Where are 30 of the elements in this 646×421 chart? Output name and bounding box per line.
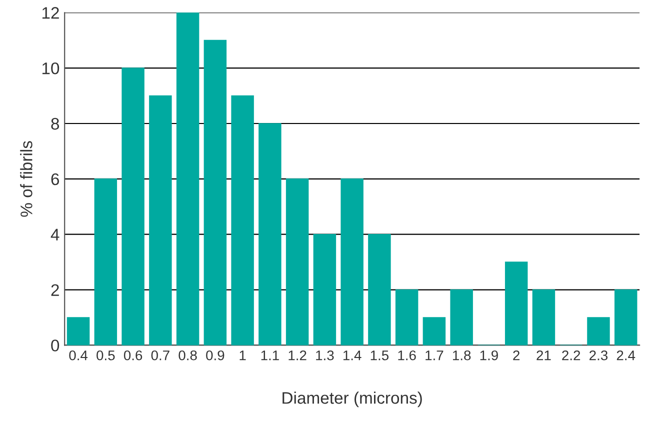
x-tick-label: 2 [513, 350, 520, 360]
y-tick-label: 12 [42, 7, 59, 19]
x-tick-label: 0.7 [151, 350, 170, 360]
x-tick-label: 1 [240, 350, 246, 360]
x-tick-label: 2.4 [616, 350, 636, 360]
x-tick-label: 1.7 [426, 350, 444, 360]
x-tick-label: 1.4 [343, 350, 362, 360]
x-tick-label: 0.8 [178, 350, 197, 360]
x-tick-label: 1.2 [288, 350, 306, 360]
x-tick-label: 1.3 [316, 350, 334, 360]
y-tick-label: 2 [51, 284, 59, 296]
x-axis-title: Diameter (microns) [282, 392, 422, 408]
x-tick-label: 1.8 [452, 350, 471, 360]
x-tick-label: 0.9 [206, 350, 224, 360]
x-tick-label: 1.1 [261, 350, 279, 360]
y-tick-label: 6 [51, 173, 60, 186]
x-tick-label: 0.5 [96, 350, 115, 360]
x-tick-label: 2.2 [562, 350, 580, 360]
x-tick-label: 0.4 [69, 350, 88, 360]
y-tick-label: 0 [51, 340, 60, 352]
y-tick-label: 8 [51, 118, 60, 130]
x-tick-label: 1.5 [370, 350, 389, 360]
x-tick-label: 21 [536, 350, 551, 360]
x-tick-label: 2.3 [590, 350, 608, 360]
y-tick-label: 4 [50, 228, 60, 240]
y-tick-label: 10 [42, 62, 60, 74]
x-tick-label: 1.9 [480, 350, 498, 360]
y-axis-title: % of fibrils [20, 141, 32, 217]
x-tick-label: 0.6 [124, 350, 142, 360]
x-tick-label: 1.6 [398, 350, 416, 360]
